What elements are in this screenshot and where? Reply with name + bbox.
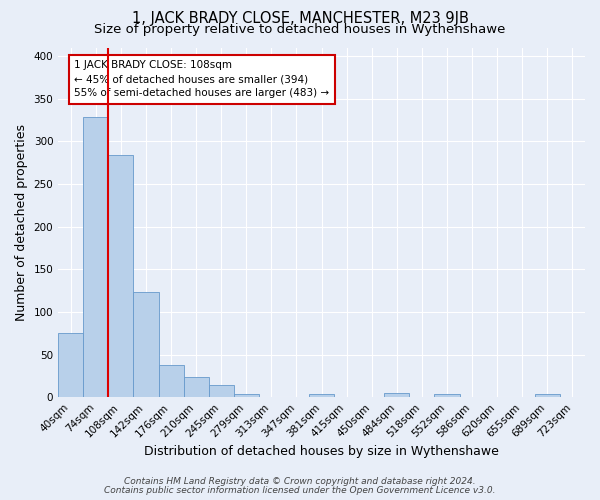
- Bar: [184, 377, 209, 397]
- Bar: [158, 365, 184, 397]
- Text: Size of property relative to detached houses in Wythenshawe: Size of property relative to detached ho…: [94, 22, 506, 36]
- Bar: [385, 393, 409, 397]
- Text: Contains public sector information licensed under the Open Government Licence v3: Contains public sector information licen…: [104, 486, 496, 495]
- Bar: [234, 394, 259, 397]
- Bar: [535, 394, 560, 397]
- Bar: [309, 394, 334, 397]
- Y-axis label: Number of detached properties: Number of detached properties: [15, 124, 28, 321]
- Bar: [434, 394, 460, 397]
- Bar: [58, 334, 83, 397]
- Bar: [209, 386, 234, 397]
- X-axis label: Distribution of detached houses by size in Wythenshawe: Distribution of detached houses by size …: [144, 444, 499, 458]
- Bar: [109, 155, 133, 397]
- Text: Contains HM Land Registry data © Crown copyright and database right 2024.: Contains HM Land Registry data © Crown c…: [124, 478, 476, 486]
- Bar: [133, 292, 158, 397]
- Text: 1 JACK BRADY CLOSE: 108sqm
← 45% of detached houses are smaller (394)
55% of sem: 1 JACK BRADY CLOSE: 108sqm ← 45% of deta…: [74, 60, 329, 98]
- Text: 1, JACK BRADY CLOSE, MANCHESTER, M23 9JB: 1, JACK BRADY CLOSE, MANCHESTER, M23 9JB: [131, 11, 469, 26]
- Bar: [83, 118, 109, 397]
